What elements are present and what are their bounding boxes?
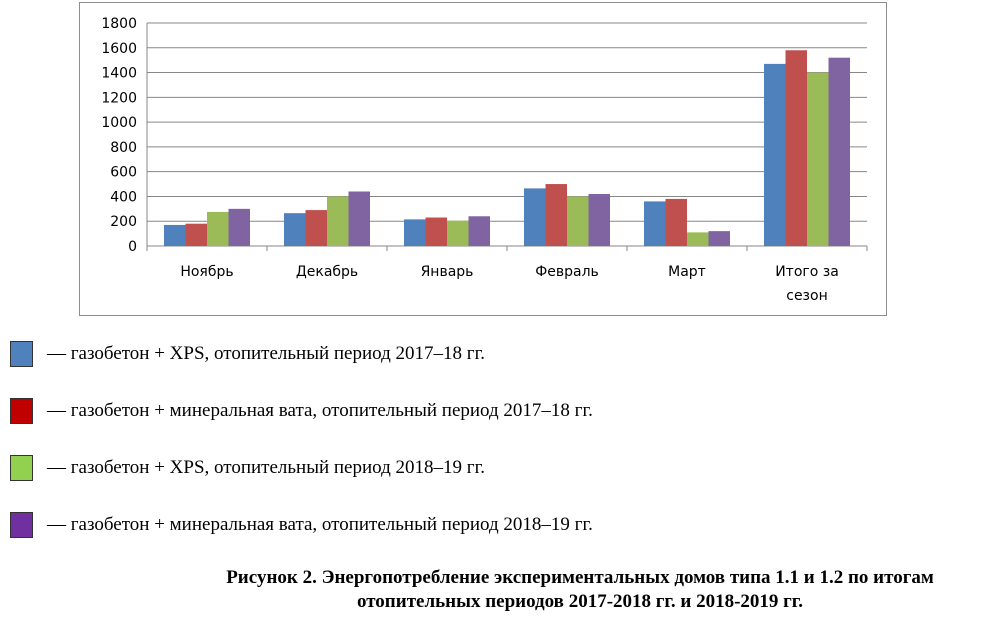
legend-item-4: — газобетон + минеральная вата, отопител…	[10, 510, 593, 540]
x-category-label: Март	[668, 264, 706, 280]
x-category-label: сезон	[786, 288, 827, 304]
legend-swatch-2	[10, 398, 33, 424]
bar	[348, 191, 370, 246]
bar	[524, 188, 546, 246]
bar	[665, 198, 687, 246]
legend-label-4: — газобетон + минеральная вата, отопител…	[47, 514, 593, 535]
y-tick-label: 1200	[101, 90, 137, 106]
bar	[284, 213, 306, 246]
y-tick-label: 0	[128, 239, 137, 255]
legend-item-2: — газобетон + минеральная вата, отопител…	[10, 396, 593, 426]
x-category-label: Декабрь	[296, 264, 358, 280]
y-tick-label: 1600	[101, 41, 137, 57]
x-category-label: Февраль	[535, 264, 599, 280]
bar	[447, 220, 469, 246]
x-category-label: Ноябрь	[180, 264, 233, 280]
bar	[305, 210, 327, 246]
bar	[468, 216, 490, 246]
bar	[828, 57, 850, 246]
legend-swatch-1	[10, 341, 33, 367]
bar	[588, 193, 610, 246]
bar	[207, 211, 229, 246]
chart-frame: 0 200 400 600 800 1000 1200 1400 1600 1800 Ноябрь Д…	[79, 2, 887, 316]
legend-label-3: — газобетон + XPS, отопительный период 2…	[47, 457, 485, 478]
bar	[764, 63, 786, 247]
bar	[644, 201, 666, 246]
caption-line-2: отопительных периодов 2017-2018 гг. и 20…	[356, 591, 804, 612]
bar	[708, 231, 730, 246]
legend-swatch-4	[10, 512, 33, 538]
bar	[404, 219, 426, 246]
bar	[228, 208, 250, 246]
y-tick-label: 1400	[101, 66, 137, 82]
y-tick-label: 1800	[101, 16, 137, 32]
bar	[425, 217, 447, 246]
legend-item-1: — газобетон + XPS, отопительный период 2…	[10, 339, 485, 369]
y-tick-label: 1000	[101, 115, 137, 131]
bar	[567, 196, 589, 246]
legend-swatch-3	[10, 455, 33, 481]
bar-chart: 0 200 400 600 800 1000 1200 1400 1600 1800 Ноябрь Д…	[101, 16, 868, 304]
bar	[327, 196, 349, 246]
bar	[164, 224, 186, 246]
legend-label-1: — газобетон + XPS, отопительный период 2…	[47, 343, 485, 364]
y-tick-label: 200	[110, 214, 137, 230]
bar	[545, 184, 567, 246]
caption-line-1: Рисунок 2. Энергопотребление эксперимент…	[226, 567, 934, 588]
y-tick-label: 400	[110, 189, 137, 205]
y-tick-label: 600	[110, 165, 137, 181]
bar	[687, 232, 709, 246]
x-category-label: Итого за	[775, 264, 839, 280]
bar	[785, 50, 807, 246]
x-category-label: Январь	[421, 264, 474, 280]
legend-label-2: — газобетон + минеральная вата, отопител…	[47, 400, 593, 421]
figure-caption: Рисунок 2. Энергопотребление эксперимент…	[100, 566, 1000, 614]
bar	[807, 72, 829, 246]
y-tick-label: 800	[110, 140, 137, 156]
legend-item-3: — газобетон + XPS, отопительный период 2…	[10, 453, 485, 483]
bar	[185, 223, 207, 246]
